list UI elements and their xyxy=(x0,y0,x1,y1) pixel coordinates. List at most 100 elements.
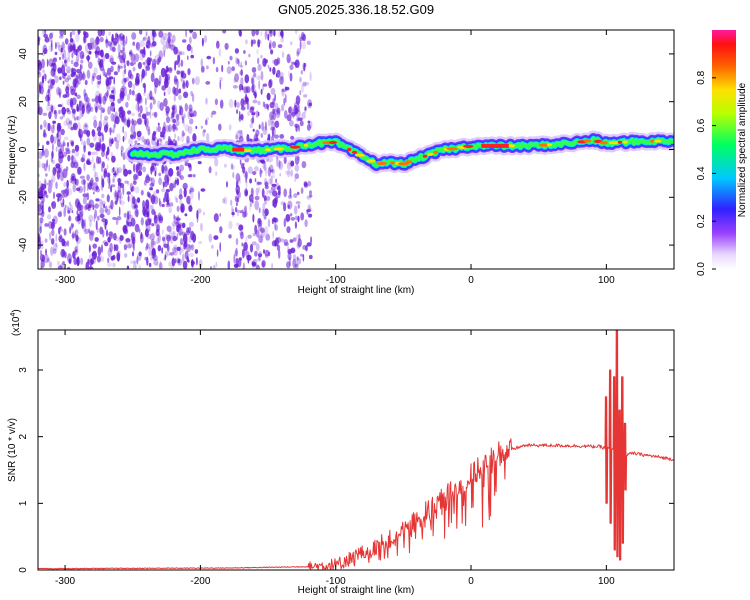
noise-speck xyxy=(73,161,79,169)
noise-speck xyxy=(306,40,311,45)
noise-speck xyxy=(181,247,184,253)
noise-speck xyxy=(149,187,154,191)
noise-speck xyxy=(38,180,42,188)
noise-speck xyxy=(149,50,152,57)
noise-speck xyxy=(286,261,291,269)
noise-speck xyxy=(148,57,153,62)
svg-text:(x104): (x104) xyxy=(10,309,22,336)
noise-speck xyxy=(147,243,150,249)
noise-speck xyxy=(258,219,263,227)
noise-speck xyxy=(143,209,148,218)
noise-speck xyxy=(113,71,118,76)
noise-speck xyxy=(257,57,260,65)
noise-speck xyxy=(95,176,99,183)
noise-speck xyxy=(74,150,80,157)
noise-speck xyxy=(104,124,108,133)
snr-ytick-label: 1 xyxy=(18,500,29,506)
noise-speck xyxy=(257,38,261,48)
noise-speck xyxy=(74,92,78,97)
ridge-hotspot xyxy=(329,140,337,145)
noise-speck xyxy=(298,104,300,113)
noise-speck xyxy=(172,118,177,124)
spectrogram-y-ticks: -40 -20 0 20 40 xyxy=(18,48,674,252)
ridge-hotspot xyxy=(446,147,458,151)
noise-speck xyxy=(109,242,113,253)
noise-speck xyxy=(153,258,159,266)
noise-speck xyxy=(276,107,281,114)
noise-speck xyxy=(251,241,257,246)
noise-speck xyxy=(235,56,239,65)
noise-speck xyxy=(145,111,151,116)
noise-speck xyxy=(87,182,93,190)
noise-speck xyxy=(180,134,185,143)
noise-speck xyxy=(182,79,185,88)
noise-speck xyxy=(296,48,301,55)
noise-speck xyxy=(290,41,293,46)
noise-speck xyxy=(117,167,122,174)
noise-speck xyxy=(224,42,229,50)
noise-speck xyxy=(73,61,79,68)
noise-speck xyxy=(235,247,238,257)
noise-speck xyxy=(79,133,83,139)
noise-speck xyxy=(296,257,302,265)
noise-speck xyxy=(54,51,58,56)
noise-speck xyxy=(133,173,138,181)
noise-speck xyxy=(69,37,74,43)
noise-speck xyxy=(95,150,99,156)
noise-speck xyxy=(100,182,104,192)
noise-speck xyxy=(115,133,121,144)
noise-speck xyxy=(84,79,88,86)
noise-speck xyxy=(156,237,159,245)
noise-speck xyxy=(108,76,114,80)
noise-speck xyxy=(85,104,91,115)
noise-speck xyxy=(119,54,124,64)
noise-speck xyxy=(245,93,248,104)
noise-speck xyxy=(219,79,222,90)
noise-speck xyxy=(65,86,70,94)
noise-speck xyxy=(222,198,226,204)
noise-speck xyxy=(99,36,104,43)
noise-speck xyxy=(248,194,254,203)
noise-speck xyxy=(251,77,254,85)
noise-speck xyxy=(43,129,46,138)
noise-speck xyxy=(265,233,271,241)
noise-speck xyxy=(51,150,54,159)
noise-speck xyxy=(153,32,157,38)
noise-speck xyxy=(154,170,157,177)
noise-speck xyxy=(260,31,263,36)
noise-speck xyxy=(145,97,147,106)
noise-speck xyxy=(202,211,206,216)
noise-speck xyxy=(299,36,304,42)
noise-speck xyxy=(297,204,300,209)
noise-speck xyxy=(240,69,243,76)
noise-speck xyxy=(38,236,41,243)
noise-speck xyxy=(78,71,83,81)
noise-speck xyxy=(179,199,183,205)
snr-frame xyxy=(37,329,675,571)
noise-speck xyxy=(246,134,250,143)
noise-speck xyxy=(283,218,286,228)
noise-speck xyxy=(56,138,61,148)
noise-speck xyxy=(145,199,150,210)
ridge-hotspot xyxy=(547,143,552,147)
noise-speck xyxy=(123,130,128,141)
noise-speck xyxy=(60,47,63,53)
snr-ytick-label: 3 xyxy=(18,367,29,373)
noise-speck xyxy=(104,115,109,121)
noise-speck xyxy=(151,223,155,227)
noise-speck xyxy=(149,90,153,100)
noise-speck xyxy=(119,196,122,205)
noise-speck xyxy=(75,33,80,43)
noise-speck xyxy=(219,213,221,217)
noise-speck xyxy=(64,38,69,45)
noise-speck xyxy=(132,90,135,96)
noise-speck xyxy=(200,125,204,129)
noise-speck xyxy=(114,32,118,40)
noise-speck xyxy=(47,88,50,94)
noise-speck xyxy=(269,39,272,50)
noise-speck xyxy=(167,135,171,143)
noise-speck xyxy=(297,156,301,161)
noise-speck xyxy=(82,103,85,108)
noise-speck xyxy=(146,125,150,131)
noise-speck xyxy=(164,250,168,259)
